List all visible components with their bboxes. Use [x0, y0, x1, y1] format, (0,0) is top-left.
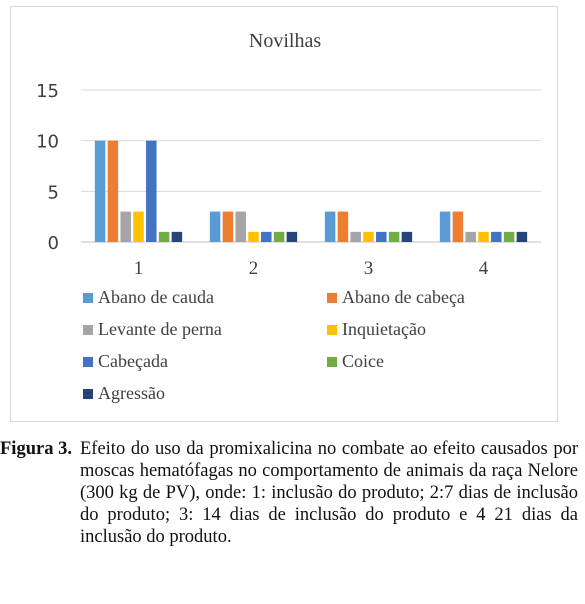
bar: [478, 231, 489, 242]
bar: [491, 231, 502, 242]
bar: [376, 231, 387, 242]
legend-swatch: [83, 388, 93, 399]
bar: [273, 231, 285, 242]
bar: [388, 231, 400, 242]
legend-swatch: [327, 356, 337, 367]
x-tick-label: 2: [249, 258, 259, 279]
chart-area: Novilhas 0 5 10 15 1 2 3 4 Abano de cauda Abano d…: [10, 6, 558, 422]
bar: [324, 211, 336, 242]
legend-item: Abano de cabeça: [327, 287, 465, 308]
y-tick-label: 10: [36, 132, 59, 153]
y-tick-label: 5: [48, 182, 59, 203]
figure-caption-text: Efeito do uso da promixalicina no combat…: [80, 439, 578, 547]
legend-label: Inquietação: [342, 319, 426, 339]
legend-label: Abano de cauda: [98, 287, 214, 307]
bar: [146, 140, 157, 242]
bar: [222, 211, 234, 242]
legend-swatch: [83, 356, 93, 367]
bar-chart: Novilhas 0 5 10 15 1 2 3 4: [36, 30, 541, 279]
bar: [350, 231, 361, 242]
legend-item: Cabeçada: [83, 351, 168, 372]
bar: [337, 211, 349, 242]
x-tick-label: 3: [364, 258, 374, 279]
figure-label: Figura 3.: [0, 439, 72, 459]
bar: [516, 231, 528, 242]
legend-item: Coice: [327, 351, 384, 372]
bar: [235, 211, 246, 242]
legend-swatch: [327, 324, 337, 335]
bar: [261, 231, 272, 242]
legend-label: Agressão: [98, 383, 165, 403]
bar: [120, 211, 131, 242]
legend-label: Levante de perna: [98, 319, 222, 339]
bar: [133, 211, 144, 242]
bar: [439, 211, 451, 242]
figure-caption: Figura 3. Efeito do uso da promixalicina…: [0, 438, 578, 548]
legend-swatch: [83, 324, 93, 335]
y-tick-label: 15: [36, 81, 59, 102]
bar: [363, 231, 374, 242]
y-tick-label: 0: [48, 233, 59, 254]
chart-title: Novilhas: [249, 30, 321, 52]
bar: [465, 231, 476, 242]
bar: [94, 140, 106, 242]
bar: [158, 231, 170, 242]
legend-item: Abano de cauda: [83, 287, 214, 308]
legend-swatch: [327, 292, 337, 303]
bar: [248, 231, 259, 242]
bar: [503, 231, 515, 242]
bar: [401, 231, 413, 242]
legend-item: Inquietação: [327, 319, 426, 340]
x-tick-label: 4: [479, 258, 489, 279]
legend-item: Levante de perna: [83, 319, 222, 340]
bar: [171, 231, 183, 242]
legend-label: Coice: [342, 351, 384, 371]
legend-label: Abano de cabeça: [342, 287, 465, 307]
bar: [286, 231, 298, 242]
legend-swatch: [83, 292, 93, 303]
x-tick-label: 1: [134, 258, 144, 279]
bar: [209, 211, 221, 242]
legend-item: Agressão: [83, 383, 165, 404]
bar: [452, 211, 464, 242]
legend-label: Cabeçada: [98, 351, 168, 371]
bar: [107, 140, 119, 242]
